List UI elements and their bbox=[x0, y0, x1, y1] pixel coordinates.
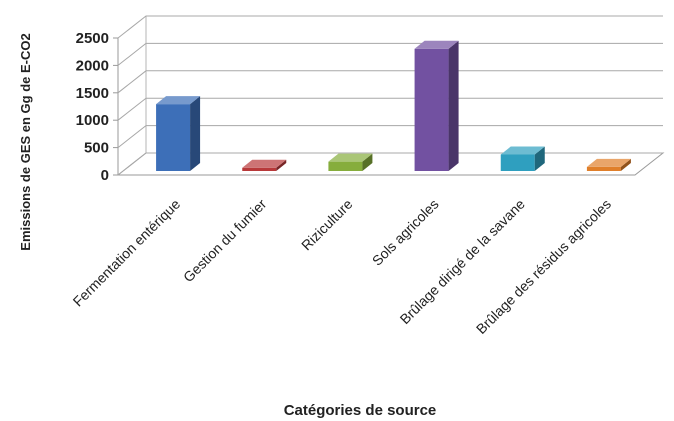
bars bbox=[156, 40, 631, 171]
bar bbox=[500, 146, 545, 171]
bar-front bbox=[414, 48, 449, 171]
bar-top bbox=[156, 96, 201, 105]
bar-top bbox=[414, 40, 459, 49]
bar-side bbox=[620, 158, 631, 171]
gridline bbox=[117, 15, 663, 39]
bar-front bbox=[242, 167, 277, 171]
y-tick-label: 1000 bbox=[76, 112, 109, 129]
y-tick-label: 2000 bbox=[76, 57, 109, 74]
gridline bbox=[117, 97, 663, 121]
x-tick-label: Sols agricoles bbox=[369, 196, 442, 269]
y-tick-label: 1500 bbox=[76, 85, 109, 102]
bar-front bbox=[328, 161, 363, 171]
y-tick-label: 0 bbox=[101, 167, 109, 184]
bar bbox=[328, 153, 373, 171]
gridlines bbox=[117, 15, 663, 176]
bar-top bbox=[500, 146, 545, 155]
bar-top bbox=[328, 153, 373, 162]
gridline bbox=[117, 70, 663, 94]
gridline bbox=[117, 42, 663, 66]
bar bbox=[242, 159, 287, 171]
bar-front bbox=[586, 166, 621, 171]
bar-top bbox=[242, 159, 287, 168]
gridline bbox=[117, 125, 663, 148]
bar-side bbox=[534, 146, 545, 171]
x-axis-title: Catégories de source bbox=[284, 402, 437, 419]
gridline bbox=[117, 152, 663, 176]
bar-front bbox=[500, 154, 535, 171]
bar bbox=[414, 40, 459, 171]
bar-front bbox=[156, 104, 191, 171]
bar-top bbox=[586, 158, 631, 167]
bar-side bbox=[190, 96, 201, 171]
bar bbox=[156, 96, 201, 171]
x-tick-label: Gestion du fumier bbox=[180, 196, 270, 286]
y-tick-label: 2500 bbox=[76, 30, 109, 47]
y-axis-title: Emissions de GES en Gg de E-CO2 bbox=[18, 33, 33, 250]
bar bbox=[586, 158, 631, 171]
bar-side bbox=[448, 40, 459, 171]
x-tick-label: Fermentation entérique bbox=[70, 196, 184, 310]
bar-side bbox=[276, 159, 287, 171]
x-tick-label: Riziculture bbox=[298, 196, 356, 254]
y-tick-label: 500 bbox=[84, 140, 109, 157]
y-tick-labels: 0 500 1000 1500 2000 2500 bbox=[76, 30, 118, 184]
bar-side bbox=[362, 153, 373, 171]
